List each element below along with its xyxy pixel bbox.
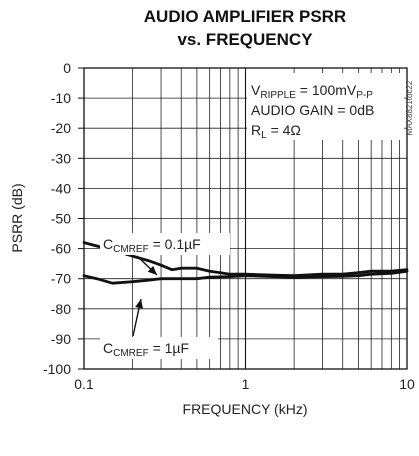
series-line-2 bbox=[82, 269, 409, 285]
y-tick-label: -40 bbox=[51, 180, 71, 196]
arrowhead-1 bbox=[147, 265, 157, 275]
y-tick-label: 0 bbox=[63, 60, 71, 76]
x-axis-title: FREQUENCY (kHz) bbox=[183, 401, 308, 417]
series-label-backdrop bbox=[100, 337, 218, 359]
y-tick-label: -60 bbox=[51, 241, 71, 257]
series-line-1 bbox=[82, 241, 409, 278]
y-tick-label: -50 bbox=[51, 211, 71, 227]
x-tick-label: 0.1 bbox=[74, 376, 94, 392]
x-tick-labels: 0.1 1 10 bbox=[74, 376, 415, 392]
conditions-backdrop bbox=[247, 73, 404, 140]
series-label-backdrop bbox=[100, 233, 230, 255]
chart-title-line-1: AUDIO AMPLIFIER PSRR bbox=[144, 7, 346, 26]
y-tick-label: -100 bbox=[43, 361, 71, 377]
y-tick-label: -90 bbox=[51, 331, 71, 347]
condition-line-2: AUDIO GAIN = 0dB bbox=[251, 102, 374, 118]
x-tick-label: 1 bbox=[242, 376, 250, 392]
chart-title-line-2: vs. FREQUENCY bbox=[177, 30, 313, 49]
y-tick-label: -70 bbox=[51, 271, 71, 287]
data-series bbox=[82, 241, 409, 285]
y-tick-label: -30 bbox=[51, 150, 71, 166]
arrowhead-2 bbox=[135, 299, 144, 309]
y-tick-label: -80 bbox=[51, 301, 71, 317]
y-tick-label: -20 bbox=[51, 120, 71, 136]
y-axis-title: PSRR (dB) bbox=[9, 183, 25, 252]
x-tick-label: 10 bbox=[399, 376, 415, 392]
part-code: MAX8821toc22 bbox=[405, 80, 414, 135]
y-tick-labels: 0 -10 -20 -30 -40 -50 -60 -70 -80 -90 -100 bbox=[43, 60, 84, 377]
y-tick-label: -10 bbox=[51, 90, 71, 106]
